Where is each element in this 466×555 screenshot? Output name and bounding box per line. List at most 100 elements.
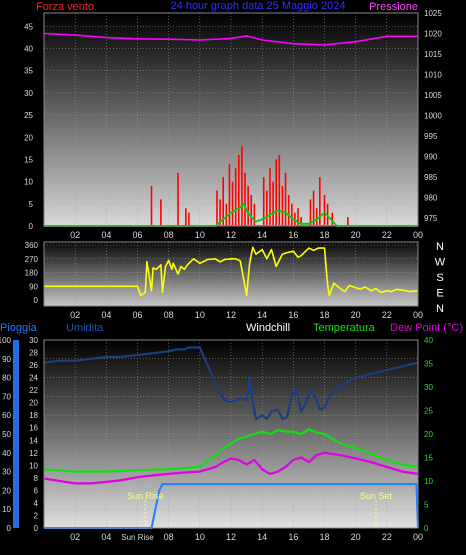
panel2-x-tick-label: 00 <box>413 310 423 320</box>
temperature-y-tick-label: 20 <box>424 430 433 439</box>
dewpoint-line <box>43 451 419 485</box>
panel1-x-tick-label: 18 <box>319 230 329 240</box>
pressure-y-tick-label: 980 <box>424 193 438 202</box>
pressure-axis-title: Pressione <box>369 1 418 13</box>
temperature-y-tick-label: 40 <box>424 336 433 345</box>
chart-title: 24 hour graph data 25 Maggio 2024 <box>171 0 346 12</box>
panel3-frame <box>43 339 419 529</box>
legend-item: Windchill <box>246 322 290 334</box>
humidity-y-tick-label: 40 <box>2 449 11 458</box>
pressure-y-tick-label: 975 <box>424 214 438 223</box>
windchill-y-tick-label: 18 <box>29 411 38 420</box>
wind-y-tick-label: 45 <box>24 22 33 31</box>
panel2-x-tick-label: 08 <box>164 310 174 320</box>
rain-axis-bar <box>13 340 19 528</box>
wind-y-tick-label: 0 <box>29 222 34 231</box>
sun-marker-label: Sun Set <box>360 491 393 501</box>
wind-axis-title: Forza vento <box>36 1 94 13</box>
humidity-y-tick-label: 70 <box>2 392 11 401</box>
wind-pressure-panel: 0510152025303540459759809859909951000100… <box>24 0 442 240</box>
panel3-x-tick-label: 00 <box>413 532 423 542</box>
wind-y-tick-label: 10 <box>24 178 33 187</box>
wind-y-tick-label: 25 <box>24 111 33 120</box>
panel3-x-tick-label: 22 <box>382 532 392 542</box>
panel3-x-tick-label: 14 <box>257 532 267 542</box>
windchill-y-tick-label: 0 <box>34 524 39 533</box>
windchill-y-tick-label: 10 <box>29 461 38 470</box>
panel1-background <box>44 13 418 226</box>
legend-item: Umidita <box>66 322 104 334</box>
compass-label: E <box>436 288 443 300</box>
panel1-x-tick-label: 14 <box>257 230 267 240</box>
humidity-y-tick-label: 0 <box>7 524 12 533</box>
panel3-x-tick-label: 10 <box>195 532 205 542</box>
panel1-x-tick-label: 02 <box>70 230 80 240</box>
sun-marker-label: Sun Rise <box>127 491 164 501</box>
humidity-line <box>43 346 419 421</box>
direction-y-tick-label: 180 <box>25 269 39 278</box>
panel1-frame <box>43 12 419 227</box>
humidity-y-tick-label: 30 <box>2 468 11 477</box>
temperature-line <box>43 428 419 473</box>
wind-y-tick-label: 35 <box>24 67 33 76</box>
legend-item: Dew Point (°C) <box>390 322 463 334</box>
windchill-y-tick-label: 20 <box>29 399 38 408</box>
windchill-y-tick-label: 26 <box>29 361 38 370</box>
panel2-x-tick-label: 04 <box>101 310 111 320</box>
pressure-y-tick-label: 985 <box>424 173 438 182</box>
temperature-y-tick-label: 5 <box>424 501 429 510</box>
panel1-x-tick-label: 08 <box>164 230 174 240</box>
windchill-y-tick-label: 12 <box>29 449 38 458</box>
wind-y-tick-label: 15 <box>24 155 33 164</box>
wind-y-tick-label: 30 <box>24 89 33 98</box>
humidity-y-tick-label: 80 <box>2 374 11 383</box>
pressure-y-tick-label: 990 <box>424 152 438 161</box>
panel1-x-tick-label: 20 <box>351 230 361 240</box>
pressure-y-tick-label: 1005 <box>424 91 442 100</box>
panel1-x-tick-label: 00 <box>413 230 423 240</box>
panel2-x-tick-label: 06 <box>132 310 142 320</box>
panel3-x-tick-label: 18 <box>319 532 329 542</box>
panel1-x-tick-label: 16 <box>288 230 298 240</box>
humidity-y-tick-label: 20 <box>2 486 11 495</box>
panel2-x-tick-label: 20 <box>351 310 361 320</box>
humidity-y-tick-label: 90 <box>2 355 11 364</box>
windchill-y-tick-label: 28 <box>29 349 38 358</box>
compass-label: N <box>436 241 444 253</box>
panel1-x-tick-label: 22 <box>382 230 392 240</box>
temperature-y-tick-label: 25 <box>424 407 433 416</box>
temperature-y-tick-label: 30 <box>424 383 433 392</box>
direction-line <box>44 246 419 297</box>
panel3-x-tick-label: Sun Rise <box>121 533 154 542</box>
panel1-x-tick-label: 04 <box>101 230 111 240</box>
temperature-y-tick-label: 15 <box>424 454 433 463</box>
legend-item: Temperatura <box>313 322 376 334</box>
pressure-y-tick-label: 995 <box>424 132 438 141</box>
windchill-y-tick-label: 14 <box>29 436 38 445</box>
temperature-y-tick-label: 35 <box>424 360 433 369</box>
panel2-x-tick-label: 22 <box>382 310 392 320</box>
direction-y-tick-label: 0 <box>34 296 39 305</box>
humidity-y-tick-label: 100 <box>0 336 12 345</box>
windchill-y-tick-label: 16 <box>29 424 38 433</box>
direction-y-tick-label: 270 <box>25 255 39 264</box>
panel3-x-tick-label: 02 <box>70 532 80 542</box>
compass-label: W <box>435 257 446 269</box>
compass-label: S <box>436 272 443 284</box>
wind-y-tick-label: 20 <box>24 133 33 142</box>
panel3-x-tick-label: 04 <box>101 532 111 542</box>
panel2-x-tick-label: 12 <box>226 310 236 320</box>
wind-y-tick-label: 5 <box>29 200 34 209</box>
pressure-y-tick-label: 1010 <box>424 70 442 79</box>
pressure-line <box>43 32 418 46</box>
panel1-x-tick-label: 10 <box>195 230 205 240</box>
panel3-x-tick-label: 16 <box>288 532 298 542</box>
panel2-x-tick-label: 10 <box>195 310 205 320</box>
windchill-y-tick-label: 2 <box>34 511 39 520</box>
windchill-y-tick-label: 6 <box>34 486 39 495</box>
panel3-x-tick-label: 12 <box>226 532 236 542</box>
pressure-y-tick-label: 1025 <box>424 9 442 18</box>
windchill-y-tick-label: 4 <box>34 499 39 508</box>
